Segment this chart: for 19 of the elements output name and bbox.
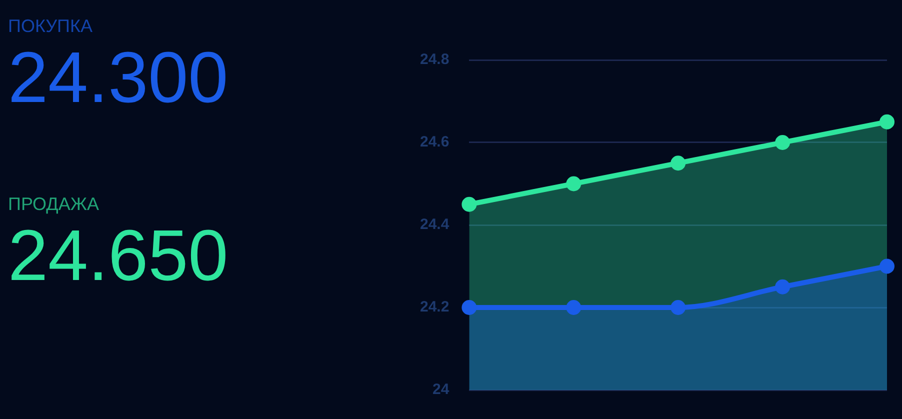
point bbox=[880, 258, 894, 274]
point bbox=[775, 135, 790, 150]
y-tick-label: 24.8 bbox=[420, 51, 450, 68]
point bbox=[566, 300, 582, 315]
point bbox=[566, 176, 582, 192]
y-tick-label: 24.4 bbox=[420, 216, 450, 234]
point bbox=[670, 300, 686, 315]
y-tick-label: 24 bbox=[432, 381, 450, 398]
point bbox=[880, 114, 894, 130]
text: ПРОДАЖА bbox=[8, 194, 100, 215]
text: 24.650 bbox=[8, 215, 228, 297]
point bbox=[670, 156, 686, 171]
text: 24.300 bbox=[8, 37, 228, 119]
point bbox=[462, 196, 477, 212]
point bbox=[462, 300, 477, 315]
y-tick-label: 24.2 bbox=[420, 298, 450, 316]
text: ПОКУПКА bbox=[8, 16, 94, 37]
y-tick-label: 24.6 bbox=[420, 134, 450, 151]
point bbox=[775, 279, 790, 294]
